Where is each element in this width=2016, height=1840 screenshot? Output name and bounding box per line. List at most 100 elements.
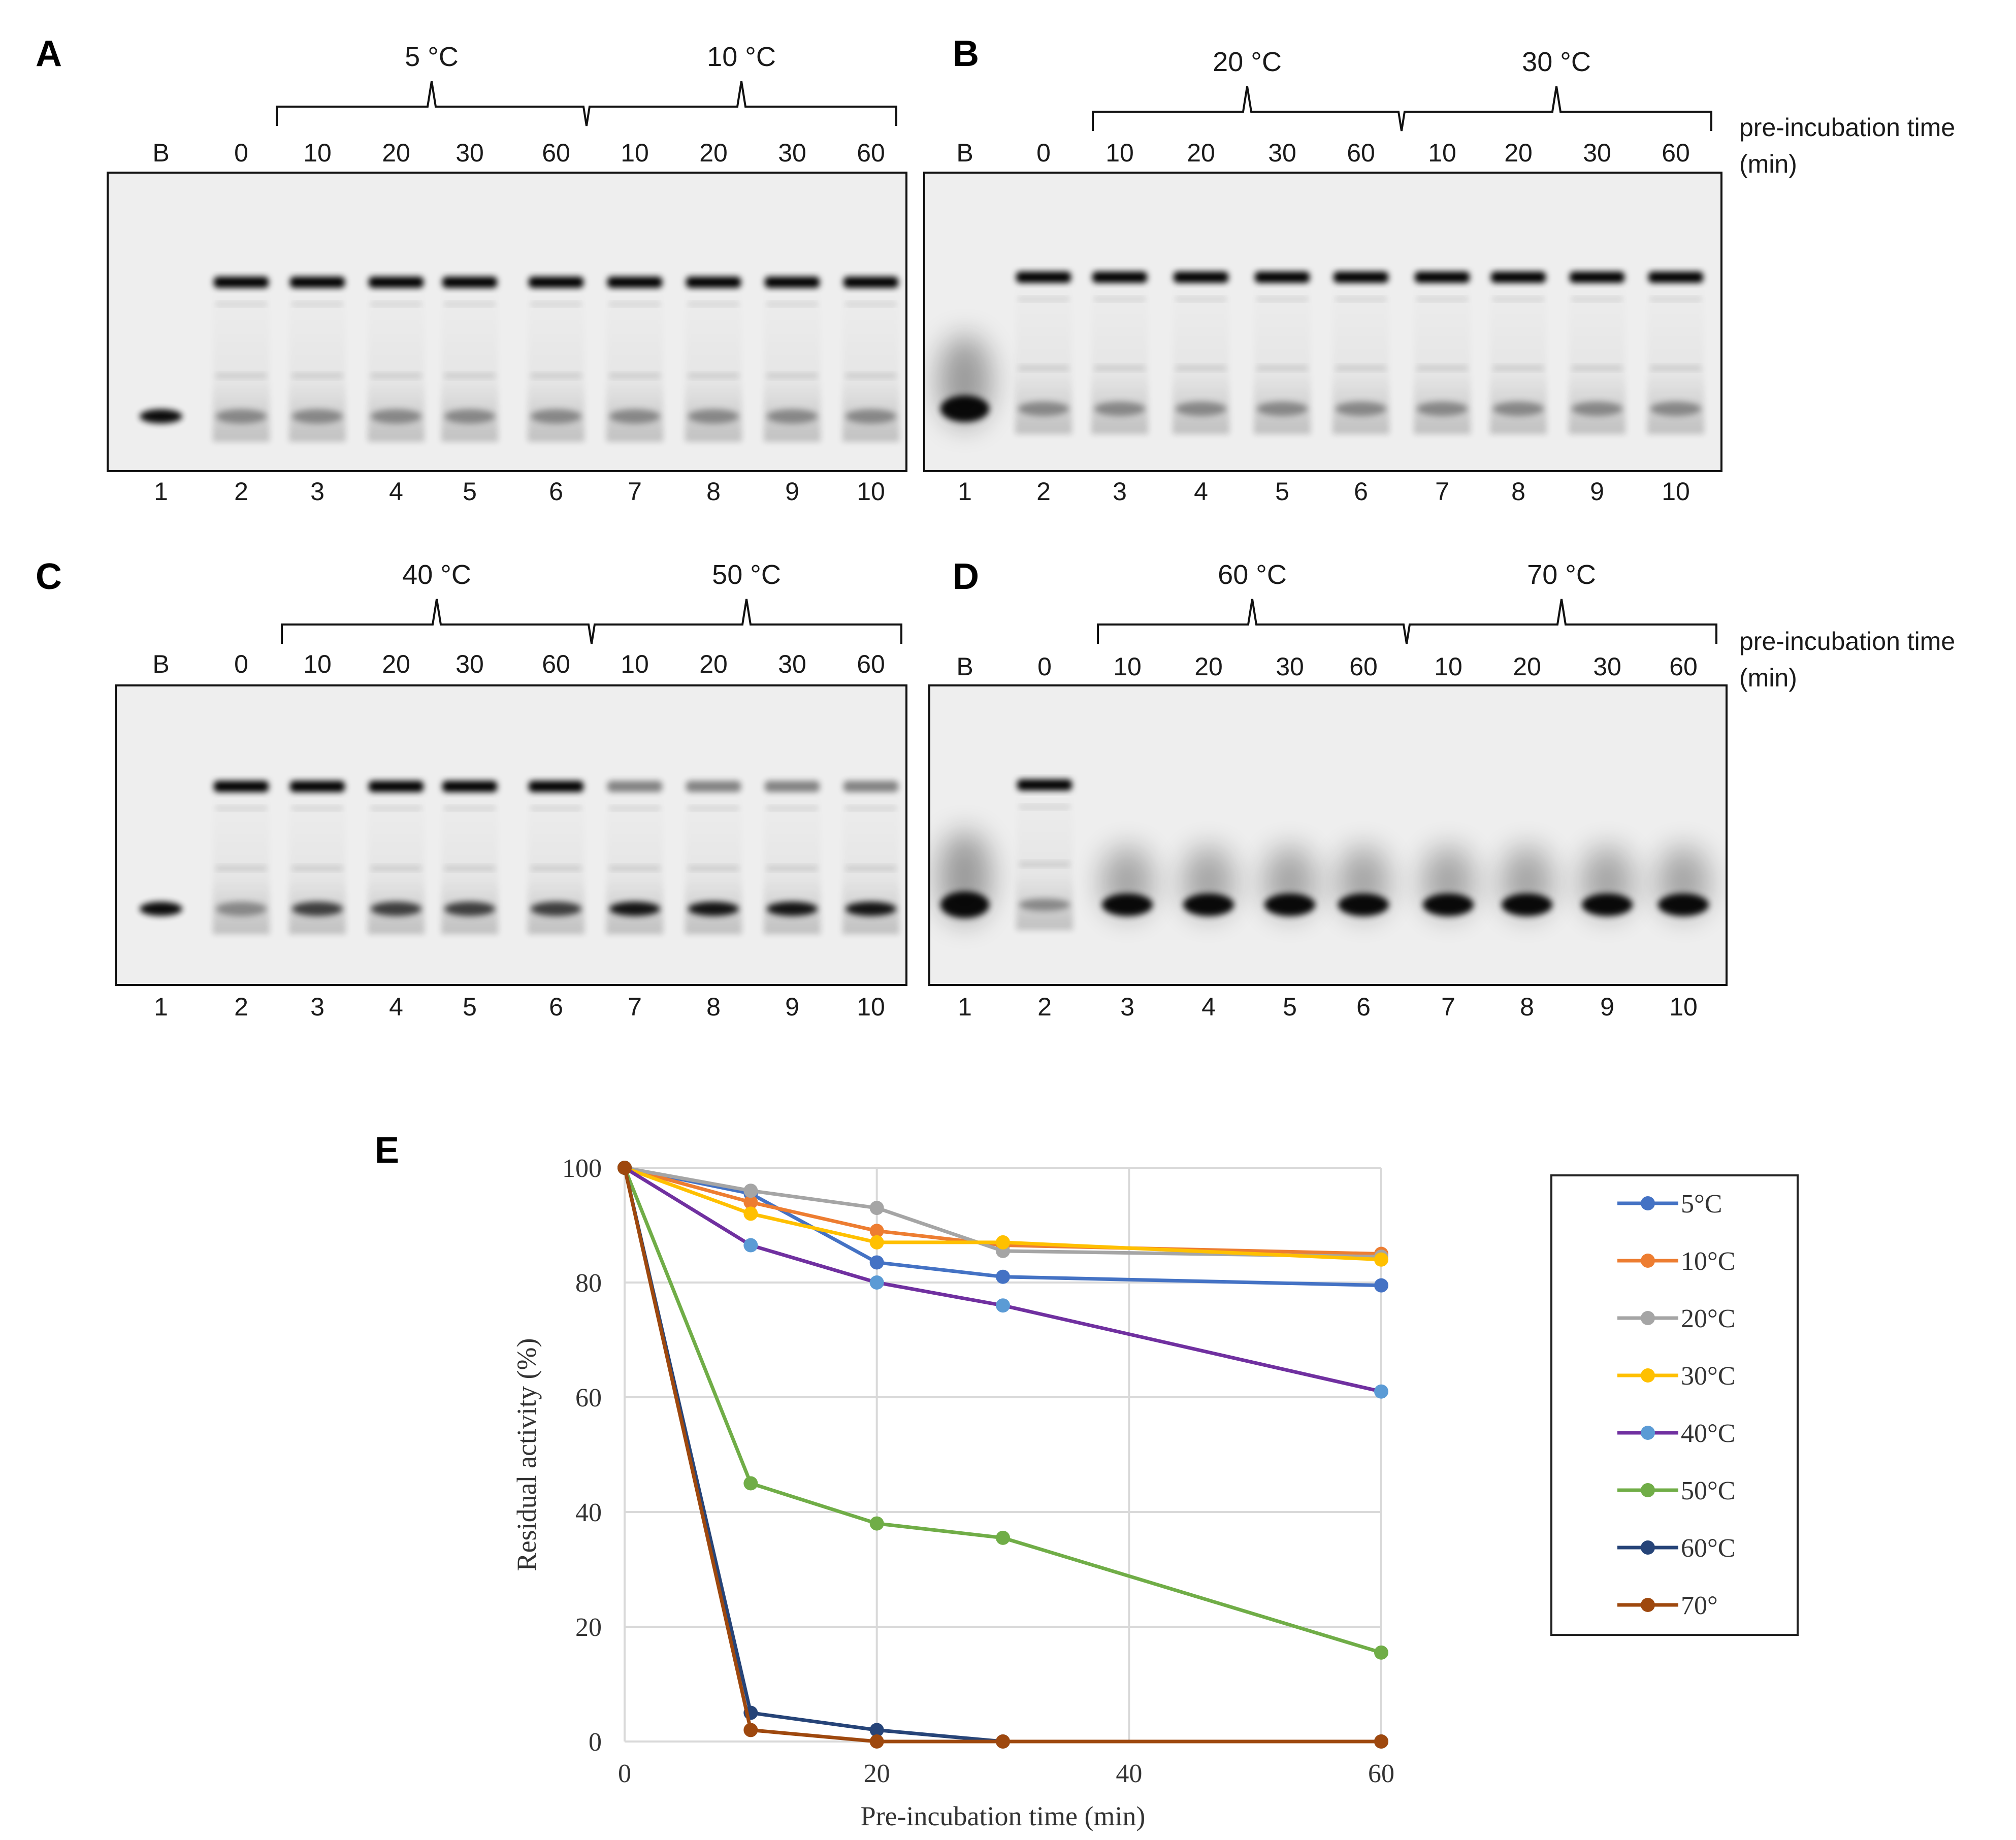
lane-number: 9 <box>1590 477 1604 506</box>
data-point <box>996 1269 1010 1284</box>
data-point <box>743 1723 758 1737</box>
y-tick-label: 40 <box>575 1498 602 1527</box>
gel-panel-a: A 5 °C 10 °C B 0 10 20 30 60 10 20 30 60 1 2 3 4 5 6 7 8 9 10 <box>36 34 907 506</box>
time-label: 10 <box>303 139 332 167</box>
data-point <box>869 1723 884 1737</box>
time-label: 10 <box>621 650 649 678</box>
lane-number: 10 <box>1662 477 1690 506</box>
legend-label: 60°C <box>1681 1534 1735 1563</box>
time-label: 30 <box>1583 139 1611 167</box>
lane-number: 8 <box>1520 993 1534 1021</box>
time-label: 20 <box>699 139 728 167</box>
temperature-label: 10 °C <box>707 42 776 72</box>
time-label: 20 <box>699 650 728 678</box>
lane-number: 3 <box>1120 993 1134 1021</box>
time-label: 30 <box>778 650 806 678</box>
time-label: 60 <box>857 139 885 167</box>
lane-number: 10 <box>857 993 885 1021</box>
data-point <box>869 1224 884 1238</box>
residual-activity-chart: E 0 20 40 60 80 100 0 20 40 60 Pre-incubation time … <box>375 1130 1799 1831</box>
time-label: B <box>956 139 973 167</box>
lane-number: 1 <box>154 993 168 1021</box>
gel-bands <box>140 781 899 934</box>
time-label: 60 <box>857 650 885 678</box>
legend-label: 70° <box>1681 1591 1718 1620</box>
gel-bands <box>938 272 1704 434</box>
temperature-bracket <box>1092 86 1712 132</box>
data-point <box>869 1201 884 1215</box>
legend-item: 30°C <box>1617 1362 1735 1391</box>
legend-item: 20°C <box>1617 1304 1735 1333</box>
data-point <box>1374 1278 1388 1293</box>
legend-label: 5°C <box>1681 1190 1722 1219</box>
legend-item: 5°C <box>1617 1190 1722 1219</box>
temperature-label: 20 °C <box>1213 47 1282 77</box>
lane-number: 4 <box>389 993 403 1021</box>
time-label: B <box>152 650 169 678</box>
time-caption: pre-incubation time <box>1739 113 1955 142</box>
time-label: 30 <box>778 139 806 167</box>
data-point <box>1374 1645 1388 1660</box>
lane-number: 6 <box>1356 993 1371 1021</box>
time-label: B <box>152 139 169 167</box>
legend-item: 60°C <box>1617 1534 1735 1563</box>
lane-number: 8 <box>706 993 721 1021</box>
data-point <box>869 1235 884 1250</box>
time-label: 10 <box>303 650 332 678</box>
data-point <box>743 1195 758 1209</box>
legend-label: 50°C <box>1681 1476 1735 1505</box>
time-label: 60 <box>542 139 570 167</box>
time-label: 20 <box>1194 652 1223 681</box>
lane-number: 10 <box>1669 993 1698 1021</box>
legend-item: 50°C <box>1617 1476 1735 1505</box>
legend-item: 10°C <box>1617 1247 1735 1276</box>
lane-number: 1 <box>154 477 168 506</box>
lane-number: 5 <box>463 477 477 506</box>
legend-marker <box>1641 1196 1655 1210</box>
data-point <box>996 1235 1010 1250</box>
lane-number: 10 <box>857 477 885 506</box>
time-label: 0 <box>1037 652 1052 681</box>
time-label: 60 <box>542 650 570 678</box>
y-tick-label: 20 <box>575 1613 602 1642</box>
lane-number: 2 <box>234 993 248 1021</box>
time-label: 0 <box>1036 139 1051 167</box>
y-tick-label: 0 <box>589 1728 602 1757</box>
panel-letter: B <box>953 34 979 74</box>
data-point <box>996 1530 1010 1545</box>
legend-label: 30°C <box>1681 1362 1735 1391</box>
time-label: 30 <box>456 139 484 167</box>
y-tick-label: 60 <box>575 1384 602 1412</box>
lane-number: 7 <box>628 477 642 506</box>
time-label: 0 <box>234 139 248 167</box>
y-axis-label: Residual activity (%) <box>511 1338 542 1571</box>
lane-number: 5 <box>1275 477 1289 506</box>
time-caption-unit: (min) <box>1739 664 1797 692</box>
temperature-bracket <box>1097 599 1717 644</box>
time-label: 60 <box>1347 139 1375 167</box>
lane-number: 4 <box>389 477 403 506</box>
lane-number: 1 <box>958 993 972 1021</box>
series-30°C <box>617 1161 1388 1267</box>
temperature-label: 5 °C <box>405 42 459 72</box>
lane-number: 9 <box>1600 993 1614 1021</box>
temperature-bracket <box>276 81 897 126</box>
time-label: 10 <box>1434 652 1462 681</box>
lane-number: 8 <box>1511 477 1525 506</box>
series-group <box>617 1161 1388 1749</box>
time-label: 60 <box>1349 652 1378 681</box>
data-point <box>1374 1734 1388 1749</box>
time-label: 10 <box>1428 139 1456 167</box>
data-point <box>996 1298 1010 1313</box>
legend-marker <box>1641 1598 1655 1612</box>
lane-number: 9 <box>785 477 799 506</box>
lane-number: 7 <box>1441 993 1455 1021</box>
time-label: 20 <box>382 650 410 678</box>
time-caption: pre-incubation time <box>1739 627 1955 655</box>
lane-number: 9 <box>785 993 799 1021</box>
data-point <box>743 1238 758 1253</box>
time-label: 60 <box>1669 652 1698 681</box>
data-point <box>996 1734 1010 1749</box>
time-label: 30 <box>1593 652 1621 681</box>
